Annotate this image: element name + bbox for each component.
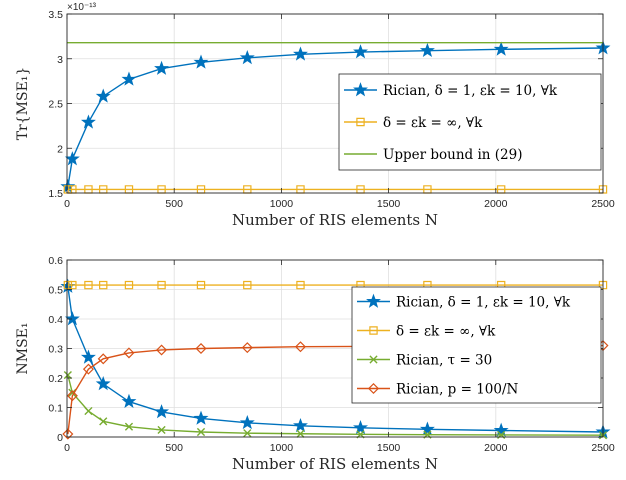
x-tick-label: 1500 [377,198,401,210]
x-tick-label: 1000 [270,198,294,210]
data-point-1 [124,280,134,290]
legend-marker [369,355,378,364]
data-point-2 [243,429,252,438]
data-point-0 [493,41,509,56]
y-axis-label: Tr{MSE₁} [15,67,31,141]
data-point-1 [99,280,108,290]
x-tick-label: 500 [165,442,183,454]
data-point-0 [353,44,368,59]
data-point-1 [157,280,166,290]
x-tick-label: 0 [64,198,70,210]
data-point-0 [80,114,96,129]
y-axis-label: NMSE₁ [15,322,31,374]
top-panel: 0 500 1000 1500 2000 2500 1.5 2 2.5 3 3.5 ×10⁻¹³ Num… [15,2,615,229]
data-point-0 [154,60,170,75]
legend-box [351,286,602,404]
legend-label: Rician, p = 100/N [396,382,519,398]
data-point-0 [193,410,209,425]
y-tick-label: 2 [57,143,63,155]
data-point-1 [243,280,252,290]
data-point-3 [156,344,168,356]
data-point-3 [62,428,74,440]
data-point-0 [293,46,308,61]
legend-label: Rician, δ = 1, εk = 10, ∀k [383,83,558,99]
data-point-0 [64,151,80,166]
y-tick-label: 0.6 [48,255,63,267]
data-point-1 [598,185,608,194]
data-point-0 [239,50,255,65]
data-point-0 [419,42,435,58]
data-point-2 [99,417,108,426]
y-tick-label: 0.1 [48,403,63,415]
data-point-2 [84,406,93,416]
data-point-0 [154,404,170,419]
y-tick-label: 0 [57,432,63,444]
data-point-0 [193,54,209,69]
legend-label: Rician, τ = 30 [396,353,492,369]
y-tick-label: 0.4 [48,314,63,326]
data-point-0 [64,311,80,326]
data-point-2 [196,427,206,437]
y-tick-label: 3.5 [48,9,63,21]
legend-label: Upper bound in (29) [383,147,523,163]
data-point-0 [80,349,96,364]
legend-marker [356,117,365,127]
data-point-0 [239,415,255,430]
data-point-3 [294,341,307,353]
x-tick-label: 2500 [591,442,615,454]
legend-marker [369,326,378,335]
data-point-1 [68,280,77,290]
data-point-1 [84,280,93,290]
data-point-0 [293,417,308,433]
data-point-3 [66,390,78,402]
data-point-2 [124,422,134,431]
y-tick-label: 0.3 [48,344,63,356]
data-point-3 [97,353,109,365]
x-tick-label: 0 [64,442,70,454]
y-tick-label: 3 [57,54,63,66]
data-point-0 [121,393,137,408]
x-tick-label: 500 [165,198,183,210]
data-point-0 [121,71,137,86]
x-axis-label: Number of RIS elements N [232,455,438,473]
x-tick-label: 2000 [484,442,508,454]
y-tick-label: 0.5 [48,285,63,297]
x-tick-label: 2000 [484,198,508,210]
x-axis-label: Number of RIS elements N [232,211,438,229]
legend-label: Rician, δ = 1, εk = 10, ∀k [396,295,571,311]
bottom-panel: 0 500 1000 1500 2000 2500 0 0.1 0.2 0.3 0.4 0.5 0.6 N… [15,255,615,473]
legend-marker [353,82,368,97]
data-point-0 [493,422,509,437]
y-tick-label: 0.2 [48,373,63,385]
legend-marker [367,382,380,395]
data-point-3 [123,347,135,359]
x-tick-label: 2500 [591,198,615,210]
data-point-3 [82,363,94,375]
y-tick-label: 1.5 [48,188,63,200]
data-point-0 [95,376,111,391]
data-point-2 [296,429,305,438]
legend-box [338,73,602,171]
x-tick-label: 1500 [377,442,401,454]
y-exponent-label: ×10⁻¹³ [67,2,97,13]
data-point-1 [598,280,608,290]
data-point-2 [157,425,166,435]
data-point-0 [419,421,435,436]
data-point-3 [241,342,253,354]
legend-label: δ = εk = ∞, ∀k [396,324,496,340]
data-point-1 [296,280,305,290]
legend-marker [366,293,381,308]
x-tick-label: 1000 [270,442,294,454]
legend-label: δ = εk = ∞, ∀k [383,115,483,131]
data-point-0 [353,420,368,435]
data-point-0 [95,88,111,103]
y-tick-label: 2.5 [48,99,63,111]
data-point-3 [195,342,207,355]
data-point-2 [63,370,72,380]
data-point-1 [196,280,206,290]
data-point-2 [68,388,77,397]
